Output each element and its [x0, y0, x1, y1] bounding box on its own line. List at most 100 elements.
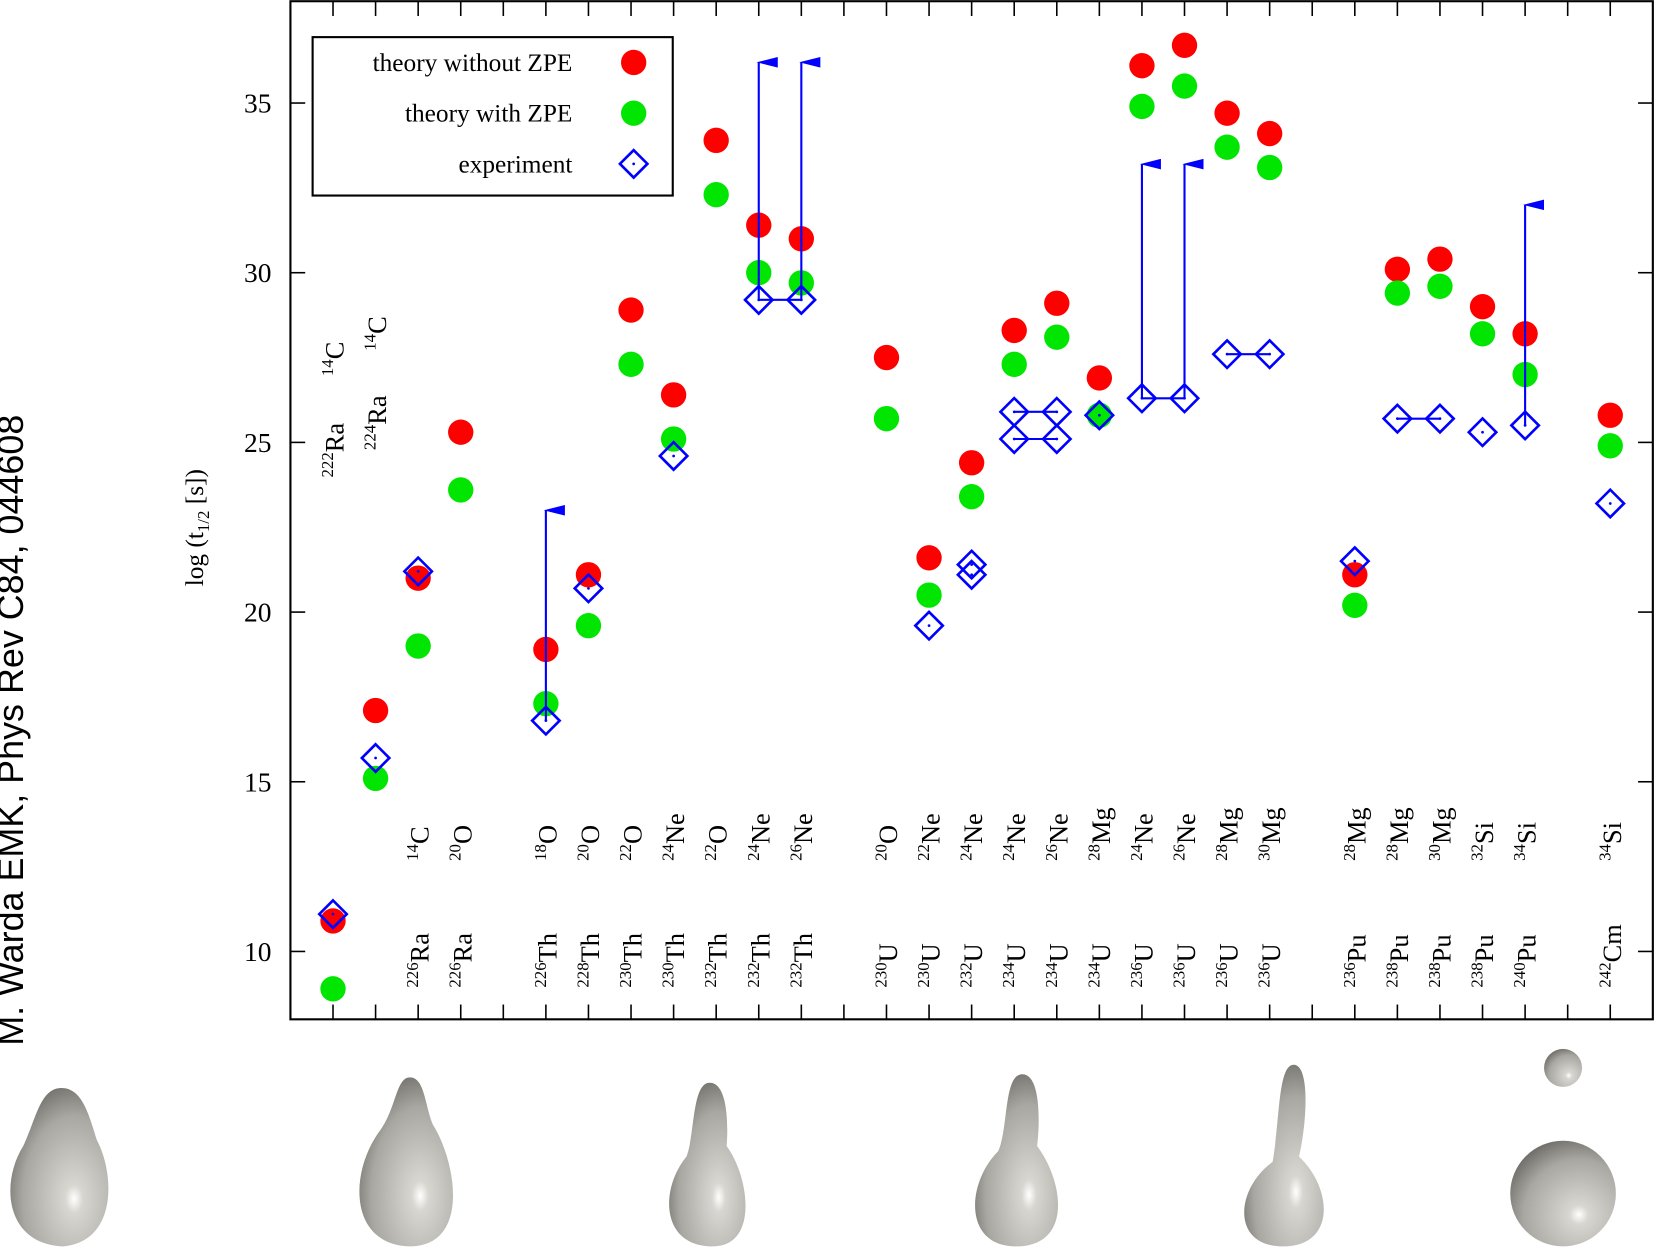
- mass-number: 234: [1084, 962, 1103, 988]
- category-label: 18O: [531, 825, 563, 861]
- y-tick-label: 30: [244, 258, 271, 288]
- theory-point: [1001, 351, 1027, 378]
- mass-number: 230: [914, 962, 933, 987]
- legend-marker: [621, 49, 647, 76]
- mass-number: 24: [744, 843, 763, 860]
- experiment-point: [1509, 409, 1541, 442]
- category-label: 34Si: [1595, 822, 1627, 861]
- mass-number: 24: [1127, 843, 1146, 860]
- legend-marker: [618, 148, 650, 180]
- theory-point: [916, 582, 942, 608]
- category-label: 238Pu: [1382, 934, 1414, 987]
- experiment-point: [572, 572, 605, 604]
- diamond: [743, 284, 775, 316]
- element: Ne: [916, 813, 946, 844]
- mass-number: 18: [531, 844, 550, 861]
- category-label: 236U: [1212, 943, 1244, 987]
- theory-point: [703, 127, 729, 154]
- mass-number: 14: [403, 843, 422, 860]
- mass-number: 20: [446, 844, 465, 861]
- diamond-dot: [1012, 410, 1016, 414]
- element: Mg: [1427, 807, 1457, 844]
- element: Pu: [1384, 934, 1414, 962]
- diamond: [1466, 416, 1499, 448]
- y-tick-label: 35: [244, 89, 271, 119]
- theory-point: [1171, 32, 1198, 59]
- theory-point: [405, 633, 431, 659]
- y-tick-label: 25: [244, 428, 271, 458]
- theory-point: [873, 344, 900, 371]
- diamond-dot: [544, 719, 548, 723]
- theory-point: [1044, 324, 1070, 350]
- category-label: 226Ra: [446, 933, 478, 988]
- category-label: 236U: [1127, 943, 1159, 987]
- element: U: [958, 943, 988, 962]
- y-label-tail: [s]): [181, 469, 209, 511]
- theory-point: [1384, 256, 1411, 282]
- category-label: 24Ne: [744, 813, 776, 861]
- mass-number: 20: [871, 844, 890, 861]
- shapes: [10, 1048, 1616, 1247]
- y-axis-label: log (t1/2 [s]): [181, 469, 213, 586]
- mass-number: 232: [786, 962, 805, 987]
- mass-number: 236: [1170, 962, 1189, 987]
- category-label: 20O: [871, 825, 903, 861]
- diamond-dot: [970, 563, 974, 566]
- element: Ne: [1128, 813, 1158, 844]
- element: C: [362, 316, 392, 334]
- experiment-point: [998, 423, 1030, 455]
- category-label: 226Ra: [403, 933, 435, 988]
- element: Mg: [1086, 807, 1116, 844]
- category-label: 232Th: [744, 933, 776, 988]
- theory-point: [362, 697, 389, 724]
- category-label: 34Si: [1510, 822, 1542, 861]
- diamond: [658, 440, 690, 472]
- category-label: 26Ne: [786, 813, 818, 861]
- mass-number: 32: [1468, 844, 1487, 861]
- element: Pu: [1427, 934, 1457, 962]
- theory-point: [1597, 433, 1623, 459]
- category-label: 24Ne: [659, 813, 691, 861]
- diamond: [1041, 423, 1073, 455]
- element: C: [320, 342, 350, 360]
- element: Ne: [1043, 813, 1073, 844]
- experiment-point: [1254, 338, 1286, 370]
- mass-number: 232: [957, 962, 976, 987]
- mass-number: 226: [403, 962, 422, 987]
- mass-number: 28: [1340, 844, 1359, 861]
- theory-point: [1001, 317, 1027, 344]
- diamond-dot: [1012, 437, 1016, 441]
- diamond: [1381, 403, 1413, 435]
- category-label: 32Si: [1468, 822, 1500, 861]
- diamond-dot: [632, 162, 636, 166]
- diamond-dot: [1225, 352, 1229, 356]
- experiment-point: [1594, 487, 1626, 520]
- element: Ne: [660, 813, 690, 844]
- theory-point: [1171, 73, 1198, 99]
- diamond: [530, 705, 562, 737]
- diamond-dot: [1183, 396, 1186, 400]
- category-label: 30Mg: [1425, 807, 1457, 861]
- element: Mg: [1341, 807, 1371, 844]
- element: U: [1171, 943, 1201, 962]
- experiment-point: [1424, 403, 1456, 435]
- mass-number: 242: [1595, 962, 1614, 987]
- diamond: [1126, 382, 1158, 414]
- element: Th: [575, 933, 605, 962]
- category-label: 22O: [701, 825, 733, 861]
- theory-point: [1597, 402, 1623, 428]
- mass-number: 26: [1170, 844, 1189, 861]
- element: Pu: [1512, 934, 1542, 962]
- element: Ra: [362, 395, 392, 425]
- experiment-point: [1381, 403, 1413, 435]
- theory-point: [958, 450, 985, 476]
- mass-number: 28: [1084, 844, 1103, 861]
- experiment-point: [1083, 399, 1115, 431]
- mass-number: 22: [616, 844, 635, 861]
- experiment-point: [1041, 396, 1073, 428]
- element: O: [703, 825, 733, 844]
- experiment-point: [1168, 382, 1201, 414]
- theory-point: [362, 765, 389, 792]
- diamond-dot: [1097, 413, 1101, 417]
